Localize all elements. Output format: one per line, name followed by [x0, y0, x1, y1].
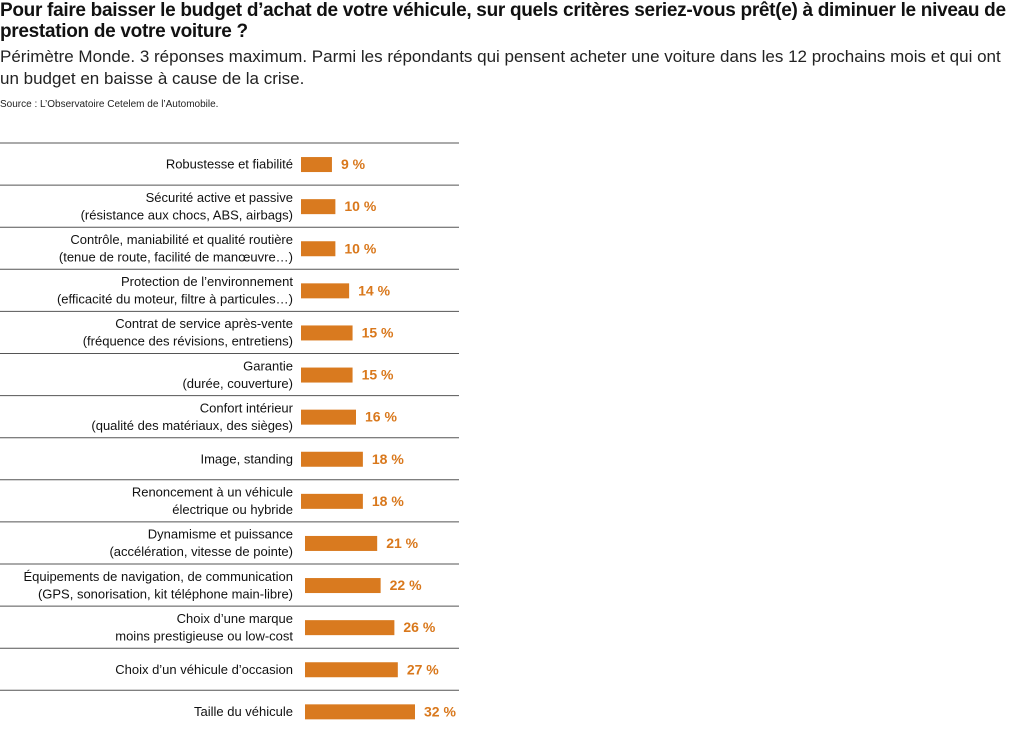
- value-label: 21 %: [386, 535, 418, 551]
- value-label: 15 %: [362, 324, 394, 340]
- value-label: 16 %: [365, 409, 397, 425]
- value-label: 18 %: [372, 451, 404, 467]
- bar-chart: Robustesse et fiabilité 9 % Sécurité activ…: [0, 142, 459, 720]
- bar: [301, 241, 336, 257]
- bar: [305, 662, 398, 678]
- bar: [305, 704, 415, 720]
- chart-subtitle: Périmètre Monde. 3 réponses maximum. Par…: [0, 47, 1001, 88]
- value-label: 14 %: [358, 282, 390, 298]
- bar: [301, 493, 363, 509]
- chart-source: Source : L’Observatoire Cetelem de l’Aut…: [0, 99, 219, 110]
- value-label: 27 %: [407, 661, 439, 677]
- value-label: 10 %: [344, 240, 376, 256]
- category-label: Équipements de navigation, de communicat…: [23, 569, 293, 584]
- category-label: (fréquence des révisions, entretiens): [83, 334, 293, 349]
- category-label: Choix d’une marque: [177, 611, 293, 626]
- category-label: Confort intérieur: [200, 400, 294, 415]
- bar: [305, 535, 378, 551]
- category-label: Renoncement à un véhicule: [132, 485, 293, 500]
- category-label: Robustesse et fiabilité: [166, 157, 293, 172]
- value-label: 10 %: [344, 198, 376, 214]
- category-label: (qualité des matériaux, des sièges): [91, 418, 293, 433]
- category-label: moins prestigieuse ou low-cost: [115, 628, 293, 643]
- category-label: (tenue de route, facilité de manœuvre…): [59, 250, 293, 265]
- category-label: Choix d’un véhicule d’occasion: [115, 662, 293, 677]
- value-label: 32 %: [424, 703, 456, 719]
- category-label: Image, standing: [200, 451, 293, 466]
- category-label: (durée, couverture): [182, 376, 293, 391]
- category-label: Sécurité active et passive: [146, 190, 293, 205]
- bar: [305, 620, 395, 636]
- category-label: Protection de l’environnement: [121, 274, 293, 289]
- value-label: 18 %: [372, 493, 404, 509]
- category-label: Dynamisme et puissance: [148, 527, 293, 542]
- value-label: 22 %: [390, 577, 422, 593]
- bar: [301, 409, 356, 425]
- bar: [301, 157, 332, 173]
- category-label: (résistance aux chocs, ABS, airbags): [81, 207, 293, 222]
- category-label: Contrat de service après-vente: [115, 316, 293, 331]
- bar: [305, 578, 381, 594]
- bar: [301, 199, 336, 215]
- bar: [301, 367, 353, 383]
- value-label: 9 %: [341, 156, 366, 172]
- category-label: Contrôle, maniabilité et qualité routièr…: [70, 232, 293, 247]
- category-label: (accélération, vitesse de pointe): [109, 544, 293, 559]
- bar: [301, 283, 350, 299]
- value-label: 15 %: [362, 367, 394, 383]
- chart-title: Pour faire baisser le budget d’achat de …: [0, 0, 1006, 42]
- category-label: Taille du véhicule: [194, 704, 293, 719]
- category-label: électrique ou hybride: [172, 502, 293, 517]
- bar: [301, 325, 353, 341]
- category-label: (GPS, sonorisation, kit téléphone main-l…: [38, 586, 293, 601]
- bar: [301, 451, 363, 467]
- value-label: 26 %: [403, 619, 435, 635]
- category-label: (efficacité du moteur, filtre à particul…: [57, 292, 293, 307]
- category-label: Garantie: [243, 358, 293, 373]
